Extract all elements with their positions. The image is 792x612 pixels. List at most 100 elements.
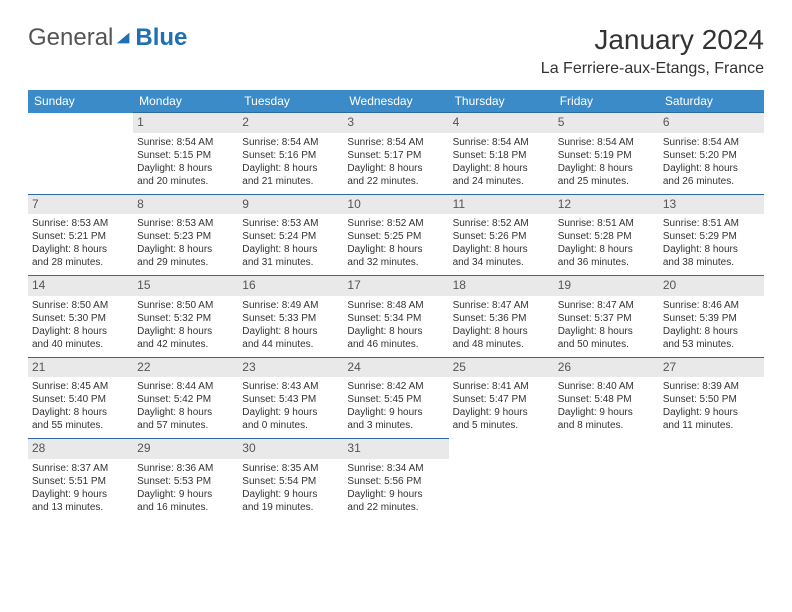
day-cell <box>28 113 133 195</box>
week-row: 7Sunrise: 8:53 AMSunset: 5:21 PMDaylight… <box>28 194 764 276</box>
sunset-text: Sunset: 5:54 PM <box>242 475 339 488</box>
sunrise-text: Sunrise: 8:37 AM <box>32 462 129 475</box>
day-cell: 21Sunrise: 8:45 AMSunset: 5:40 PMDayligh… <box>28 357 133 439</box>
sunrise-text: Sunrise: 8:35 AM <box>242 462 339 475</box>
month-title: January 2024 <box>541 24 764 56</box>
sunrise-text: Sunrise: 8:52 AM <box>453 217 550 230</box>
sunset-text: Sunset: 5:23 PM <box>137 230 234 243</box>
daylight-text: and 38 minutes. <box>663 256 760 269</box>
daylight-text: Daylight: 8 hours <box>663 243 760 256</box>
sunrise-text: Sunrise: 8:54 AM <box>137 136 234 149</box>
sunset-text: Sunset: 5:45 PM <box>347 393 444 406</box>
day-number: 12 <box>554 195 659 215</box>
daylight-text: Daylight: 8 hours <box>242 243 339 256</box>
daylight-text: Daylight: 8 hours <box>137 325 234 338</box>
sunrise-text: Sunrise: 8:50 AM <box>137 299 234 312</box>
daylight-text: Daylight: 8 hours <box>558 325 655 338</box>
day-cell: 18Sunrise: 8:47 AMSunset: 5:36 PMDayligh… <box>449 276 554 358</box>
daylight-text: and 50 minutes. <box>558 338 655 351</box>
day-number: 21 <box>28 358 133 378</box>
daylight-text: and 22 minutes. <box>347 501 444 514</box>
sunset-text: Sunset: 5:20 PM <box>663 149 760 162</box>
daylight-text: Daylight: 8 hours <box>137 406 234 419</box>
sunrise-text: Sunrise: 8:51 AM <box>663 217 760 230</box>
day-cell: 14Sunrise: 8:50 AMSunset: 5:30 PMDayligh… <box>28 276 133 358</box>
sunset-text: Sunset: 5:42 PM <box>137 393 234 406</box>
day-number: 27 <box>659 358 764 378</box>
sunrise-text: Sunrise: 8:54 AM <box>347 136 444 149</box>
sunrise-text: Sunrise: 8:54 AM <box>453 136 550 149</box>
sunrise-text: Sunrise: 8:50 AM <box>32 299 129 312</box>
day-number: 26 <box>554 358 659 378</box>
daylight-text: and 8 minutes. <box>558 419 655 432</box>
daylight-text: Daylight: 8 hours <box>558 243 655 256</box>
calendar-table: Sunday Monday Tuesday Wednesday Thursday… <box>28 90 764 520</box>
sunrise-text: Sunrise: 8:41 AM <box>453 380 550 393</box>
day-number: 11 <box>449 195 554 215</box>
week-row: 14Sunrise: 8:50 AMSunset: 5:30 PMDayligh… <box>28 276 764 358</box>
day-cell: 7Sunrise: 8:53 AMSunset: 5:21 PMDaylight… <box>28 194 133 276</box>
day-cell: 6Sunrise: 8:54 AMSunset: 5:20 PMDaylight… <box>659 113 764 195</box>
sunset-text: Sunset: 5:40 PM <box>32 393 129 406</box>
page-header: General Blue January 2024 La Ferriere-au… <box>28 24 764 78</box>
sunset-text: Sunset: 5:17 PM <box>347 149 444 162</box>
sunrise-text: Sunrise: 8:54 AM <box>558 136 655 149</box>
daylight-text: and 31 minutes. <box>242 256 339 269</box>
day-cell: 15 Sunrise: 8:50 AMSunset: 5:32 PMDayligh… <box>133 276 238 358</box>
sunset-text: Sunset: 5:36 PM <box>453 312 550 325</box>
day-cell: 20Sunrise: 8:46 AMSunset: 5:39 PMDayligh… <box>659 276 764 358</box>
sunrise-text: Sunrise: 8:47 AM <box>453 299 550 312</box>
title-block: January 2024 La Ferriere-aux-Etangs, Fra… <box>541 24 764 78</box>
sunrise-text: Sunrise: 8:53 AM <box>242 217 339 230</box>
day-cell: 26Sunrise: 8:40 AMSunset: 5:48 PMDayligh… <box>554 357 659 439</box>
day-header: Tuesday <box>238 90 343 113</box>
day-number: 6 <box>659 113 764 133</box>
daylight-text: Daylight: 9 hours <box>453 406 550 419</box>
sunrise-text: Sunrise: 8:51 AM <box>558 217 655 230</box>
day-cell <box>659 439 764 520</box>
daylight-text: and 48 minutes. <box>453 338 550 351</box>
day-cell: 23Sunrise: 8:43 AMSunset: 5:43 PMDayligh… <box>238 357 343 439</box>
daylight-text: and 57 minutes. <box>137 419 234 432</box>
daylight-text: and 36 minutes. <box>558 256 655 269</box>
day-number: 25 <box>449 358 554 378</box>
daylight-text: and 25 minutes. <box>558 175 655 188</box>
sunset-text: Sunset: 5:16 PM <box>242 149 339 162</box>
daylight-text: Daylight: 8 hours <box>663 325 760 338</box>
day-cell <box>554 439 659 520</box>
daylight-text: Daylight: 8 hours <box>347 243 444 256</box>
daylight-text: Daylight: 9 hours <box>242 406 339 419</box>
day-number: 2 <box>238 113 343 133</box>
sunrise-text: Sunrise: 8:53 AM <box>137 217 234 230</box>
day-header: Wednesday <box>343 90 448 113</box>
day-header: Saturday <box>659 90 764 113</box>
daylight-text: and 0 minutes. <box>242 419 339 432</box>
day-cell: 19Sunrise: 8:47 AMSunset: 5:37 PMDayligh… <box>554 276 659 358</box>
daylight-text: and 11 minutes. <box>663 419 760 432</box>
sunset-text: Sunset: 5:32 PM <box>137 312 234 325</box>
daylight-text: and 22 minutes. <box>347 175 444 188</box>
sunset-text: Sunset: 5:34 PM <box>347 312 444 325</box>
daylight-text: Daylight: 8 hours <box>558 162 655 175</box>
day-number: 8 <box>133 195 238 215</box>
brand-part1: General <box>28 24 113 52</box>
sunset-text: Sunset: 5:43 PM <box>242 393 339 406</box>
daylight-text: Daylight: 9 hours <box>242 488 339 501</box>
day-cell: 9Sunrise: 8:53 AMSunset: 5:24 PMDaylight… <box>238 194 343 276</box>
day-number: 15 <box>133 276 238 296</box>
day-cell: 4Sunrise: 8:54 AMSunset: 5:18 PMDaylight… <box>449 113 554 195</box>
day-cell: 24Sunrise: 8:42 AMSunset: 5:45 PMDayligh… <box>343 357 448 439</box>
sunrise-text: Sunrise: 8:54 AM <box>663 136 760 149</box>
day-number: 7 <box>28 195 133 215</box>
sunset-text: Sunset: 5:56 PM <box>347 475 444 488</box>
day-number: 24 <box>343 358 448 378</box>
day-number: 30 <box>238 439 343 459</box>
week-row: 1Sunrise: 8:54 AMSunset: 5:15 PMDaylight… <box>28 113 764 195</box>
daylight-text: Daylight: 8 hours <box>32 406 129 419</box>
daylight-text: Daylight: 9 hours <box>137 488 234 501</box>
daylight-text: and 44 minutes. <box>242 338 339 351</box>
location-text: La Ferriere-aux-Etangs, France <box>541 60 764 78</box>
day-header: Monday <box>133 90 238 113</box>
day-cell: 13Sunrise: 8:51 AMSunset: 5:29 PMDayligh… <box>659 194 764 276</box>
sunset-text: Sunset: 5:51 PM <box>32 475 129 488</box>
